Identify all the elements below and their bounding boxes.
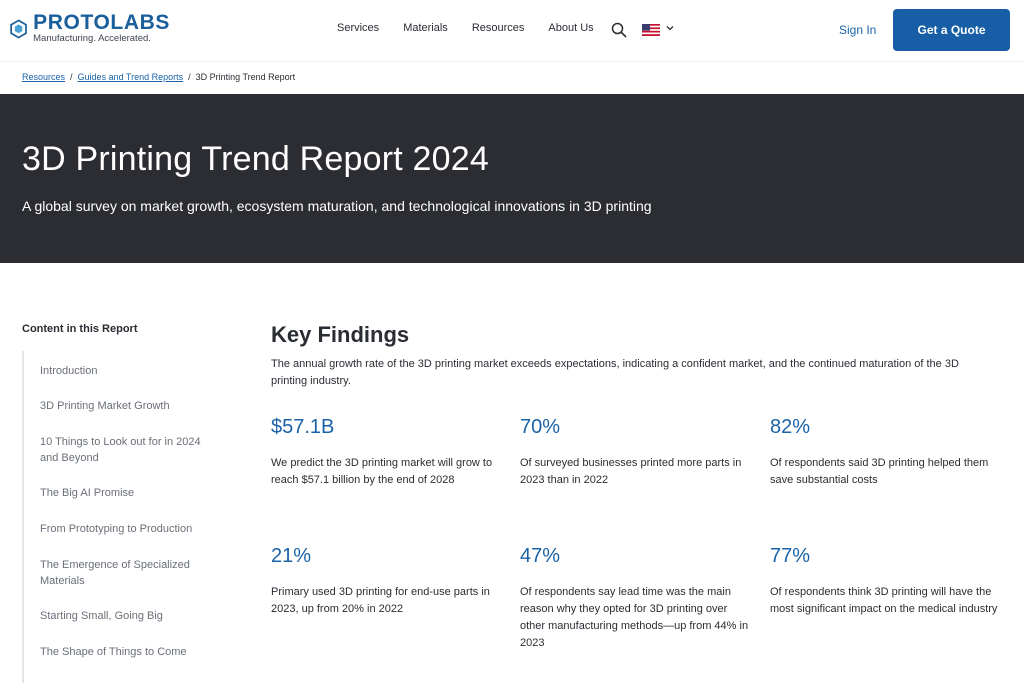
toc-heading: Content in this Report (22, 323, 138, 335)
main-nav: Services Materials Resources About Us (337, 22, 618, 34)
toc-item-starting-small[interactable]: Starting Small, Going Big (40, 610, 163, 622)
breadcrumb-current: 3D Printing Trend Report (195, 72, 296, 82)
search-icon[interactable] (611, 22, 627, 38)
toc-item-ai-promise[interactable]: The Big AI Promise (40, 487, 135, 499)
stat-card: 21% Primary used 3D printing for end-use… (271, 545, 501, 618)
stat-value: 82% (770, 416, 811, 438)
stat-card: $57.1B We predict the 3D printing market… (271, 416, 501, 489)
stat-value: 70% (520, 416, 561, 438)
key-findings-title: Key Findings (271, 322, 410, 347)
logo-tagline: Manufacturing. Accelerated. (33, 33, 151, 44)
hero-banner: 3D Printing Trend Report 2024 A global s… (0, 94, 1024, 263)
sign-in-link[interactable]: Sign In (839, 23, 877, 37)
breadcrumb-resources[interactable]: Resources (22, 72, 66, 82)
site-header: PROTOLABS Manufacturing. Accelerated. Se… (0, 0, 1024, 62)
table-of-contents: Introduction 3D Printing Market Growth 1… (22, 351, 222, 683)
us-flag-icon[interactable] (642, 24, 660, 36)
stat-value: 47% (520, 545, 561, 567)
page-subtitle: A global survey on market growth, ecosys… (22, 198, 652, 214)
stat-card: 82% Of respondents said 3D printing help… (770, 416, 1000, 489)
stat-text: We predict the 3D printing market will g… (271, 457, 493, 486)
breadcrumb-guides[interactable]: Guides and Trend Reports (77, 72, 184, 82)
stat-card: 47% Of respondents say lead time was the… (520, 545, 750, 652)
stat-text: Of respondents say lead time was the mai… (520, 586, 749, 649)
stat-card: 77% Of respondents think 3D printing wil… (770, 545, 1000, 618)
protolabs-logo-icon (10, 19, 27, 39)
toc-item-market-growth[interactable]: 3D Printing Market Growth (40, 400, 170, 412)
stat-value: 77% (770, 545, 811, 567)
protolabs-logo[interactable]: PROTOLABS Manufacturing. Accelerated. (10, 10, 170, 48)
toc-item-shape-of-things[interactable]: The Shape of Things to Come (40, 646, 187, 658)
breadcrumb: Resources / Guides and Trend Reports / 3… (22, 72, 295, 82)
stat-text: Primary used 3D printing for end-use par… (271, 586, 490, 615)
breadcrumb-separator: / (70, 72, 73, 82)
chevron-down-icon[interactable] (665, 23, 675, 33)
toc-item-prototyping-production[interactable]: From Prototyping to Production (40, 523, 193, 535)
nav-materials[interactable]: Materials (403, 22, 448, 34)
toc-item-10-things[interactable]: 10 Things to Look out for in 2024 and Be… (40, 436, 201, 464)
stat-value: 21% (271, 545, 312, 567)
stat-text: Of respondents think 3D printing will ha… (770, 586, 998, 615)
stat-text: Of respondents said 3D printing helped t… (770, 457, 989, 486)
toc-item-introduction[interactable]: Introduction (40, 365, 98, 377)
breadcrumb-separator: / (188, 72, 191, 82)
nav-services[interactable]: Services (337, 22, 380, 34)
logo-wordmark: PROTOLABS (33, 11, 170, 34)
stat-value: $57.1B (271, 416, 335, 438)
nav-about-us[interactable]: About Us (548, 22, 594, 34)
key-findings-description: The annual growth rate of the 3D printin… (271, 358, 959, 387)
get-a-quote-button[interactable]: Get a Quote (893, 9, 1010, 51)
stat-card: 70% Of surveyed businesses printed more … (520, 416, 750, 489)
toc-item-specialized-materials[interactable]: The Emergence of Specialized Materials (40, 559, 190, 587)
nav-resources[interactable]: Resources (471, 22, 525, 34)
stat-text: Of surveyed businesses printed more part… (520, 457, 742, 486)
page-title: 3D Printing Trend Report 2024 (22, 140, 489, 178)
